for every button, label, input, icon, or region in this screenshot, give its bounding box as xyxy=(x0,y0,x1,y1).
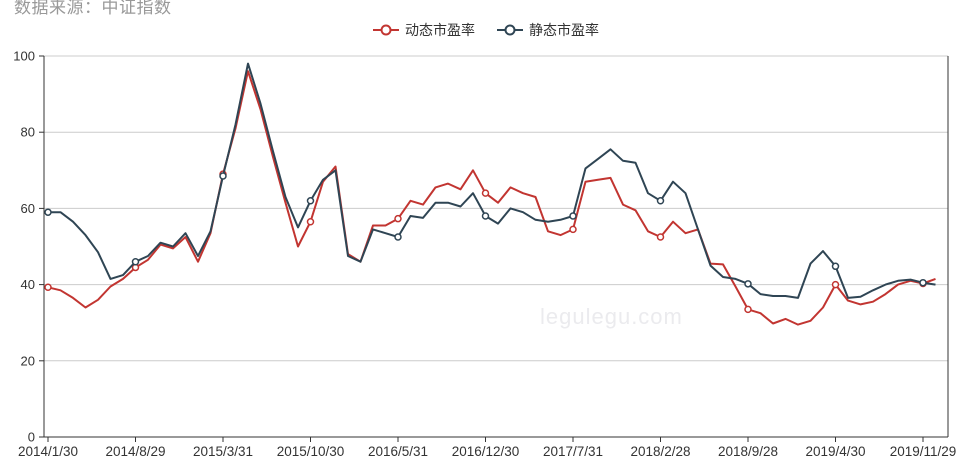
y-tick-label: 80 xyxy=(21,125,35,140)
series-marker-static-pe xyxy=(656,197,665,205)
series-marker-dynamic-pe xyxy=(656,233,665,241)
series-marker-dynamic-pe xyxy=(481,189,490,197)
y-tick-label: 60 xyxy=(21,201,35,216)
chart-legend: 动态市盈率 静态市盈率 xyxy=(0,20,972,40)
series-marker-dynamic-pe xyxy=(831,280,840,289)
series-marker-dynamic-pe xyxy=(569,225,577,234)
line-circle-symbol-icon xyxy=(497,24,523,36)
y-tick-label: 40 xyxy=(21,277,35,292)
data-source-note: 数据来源：中证指数 xyxy=(14,0,172,17)
series-marker-dynamic-pe xyxy=(306,217,315,226)
series-marker-dynamic-pe xyxy=(394,214,402,223)
series-marker-static-pe xyxy=(131,257,140,266)
series-line-dynamic-pe xyxy=(47,70,936,326)
series-marker-static-pe xyxy=(219,172,227,180)
y-tick-label: 0 xyxy=(28,430,35,445)
series-marker-dynamic-pe xyxy=(744,305,752,314)
line-circle-symbol-icon xyxy=(373,24,399,36)
series-marker-static-pe xyxy=(306,197,315,205)
y-tick-label: 100 xyxy=(13,49,35,64)
legend-label-static-pe: 静态市盈率 xyxy=(529,22,599,38)
x-tick-label: 2019/11/29 xyxy=(890,444,957,459)
series-marker-static-pe xyxy=(394,233,402,241)
series-marker-static-pe xyxy=(481,212,490,220)
x-tick-label: 2018/2/28 xyxy=(630,444,690,459)
x-tick-label: 2017/7/31 xyxy=(543,444,603,459)
legend-item-dynamic-pe[interactable]: 动态市盈率 xyxy=(373,20,475,40)
series-marker-static-pe xyxy=(744,280,752,288)
x-tick-label: 2018/9/28 xyxy=(718,444,778,459)
watermark: legulegu.com xyxy=(540,304,683,329)
x-tick-label: 2016/12/30 xyxy=(452,444,520,459)
x-tick-label: 2015/3/31 xyxy=(193,444,253,459)
series-marker-static-pe xyxy=(44,208,52,216)
series-marker-static-pe xyxy=(919,278,927,287)
x-tick-label: 2016/5/31 xyxy=(368,444,428,459)
x-tick-label: 2015/10/30 xyxy=(277,444,345,459)
series-marker-dynamic-pe xyxy=(44,283,52,292)
x-tick-label: 2014/1/30 xyxy=(18,444,78,459)
series-line-static-pe xyxy=(48,62,936,299)
legend-label-dynamic-pe: 动态市盈率 xyxy=(405,22,475,38)
legend-item-static-pe[interactable]: 静态市盈率 xyxy=(497,20,599,40)
x-tick-label: 2014/8/29 xyxy=(105,444,165,459)
y-tick-label: 20 xyxy=(21,353,35,368)
series-marker-static-pe xyxy=(831,262,840,271)
series-marker-static-pe xyxy=(569,212,577,220)
x-tick-label: 2019/4/30 xyxy=(805,444,865,459)
